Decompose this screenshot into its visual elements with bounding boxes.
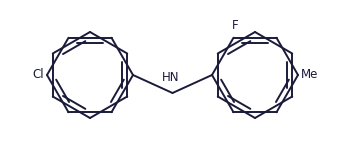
- Text: F: F: [232, 19, 239, 32]
- Text: Cl: Cl: [32, 69, 44, 81]
- Text: HN: HN: [162, 71, 179, 84]
- Text: Me: Me: [301, 69, 318, 81]
